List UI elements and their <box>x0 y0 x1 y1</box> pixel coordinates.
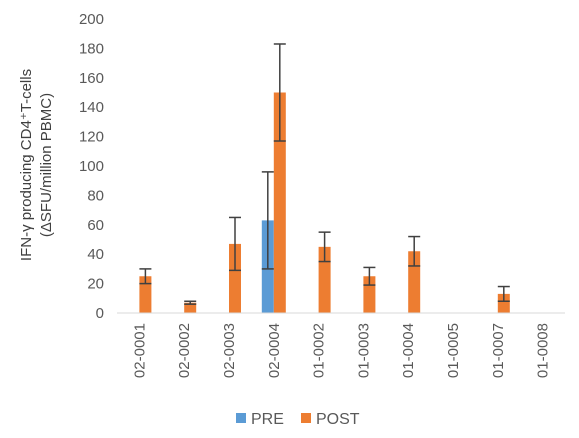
x-tick-label: 02-0004 <box>266 323 283 378</box>
legend-label: POST <box>316 411 360 428</box>
y-tick-label: 60 <box>87 217 104 234</box>
y-axis-title-line1: IFN-γ producing CD4⁺T-cells <box>18 69 35 261</box>
bar-post-02-0004 <box>273 92 286 313</box>
error-bar-post-02-0001 <box>139 268 152 285</box>
error-bar-post-01-0002 <box>318 231 331 263</box>
y-axis-ticks: 0 20 40 60 80 100 120 140 160 180 200 <box>79 11 104 322</box>
error-bar-post-02-0002 <box>184 300 197 305</box>
x-tick-label: 01-0005 <box>445 323 462 378</box>
x-tick-label: 01-0003 <box>355 323 372 378</box>
y-tick-label: 0 <box>96 305 104 322</box>
legend-item-pre: PRE <box>236 411 284 428</box>
y-tick-label: 120 <box>79 129 104 146</box>
bar-post-01-0002 <box>318 246 331 313</box>
legend-swatch <box>301 413 311 423</box>
x-tick-label: 02-0003 <box>221 323 238 378</box>
x-tick-label: 01-0002 <box>311 323 328 378</box>
legend-label: PRE <box>251 411 284 428</box>
bar-post-02-0003 <box>229 243 241 313</box>
error-bar-post-01-0007 <box>497 285 510 302</box>
legend-item-post: POST <box>301 411 360 428</box>
x-tick-label: 01-0007 <box>490 323 507 378</box>
y-tick-label: 80 <box>87 187 104 204</box>
error-bars <box>139 43 510 305</box>
y-tick-label: 20 <box>87 276 104 293</box>
x-axis-ticks: 02-0001 02-0002 02-0003 02-0004 01-0002 01-00… <box>131 323 551 378</box>
y-axis-title: IFN-γ producing CD4⁺T-cells (ΔSFU/millio… <box>18 69 55 261</box>
bar-post-02-0001 <box>139 276 152 313</box>
error-bar-post-02-0004 <box>273 43 286 142</box>
y-tick-label: 100 <box>79 158 104 175</box>
x-tick-label: 01-0004 <box>400 323 417 378</box>
y-tick-label: 160 <box>79 70 104 87</box>
x-tick-label: 02-0001 <box>131 323 148 378</box>
y-tick-label: 140 <box>79 99 104 116</box>
y-tick-label: 200 <box>79 11 104 28</box>
error-bar-post-02-0003 <box>229 216 241 272</box>
bar-post-01-0007 <box>497 293 510 313</box>
y-tick-label: 40 <box>87 246 104 263</box>
error-bar-post-01-0003 <box>363 266 376 286</box>
x-tick-label: 02-0002 <box>176 323 193 378</box>
error-bar-pre-02-0004 <box>261 171 274 270</box>
bar-post-02-0002 <box>184 302 197 313</box>
legend: PRE POST <box>236 411 360 428</box>
legend-swatch <box>236 413 246 423</box>
y-axis-title-line2: (ΔSFU/million PBMC) <box>38 93 55 237</box>
x-tick-label: 01-0008 <box>535 323 552 378</box>
error-bar-post-01-0004 <box>408 235 421 267</box>
bars <box>139 92 510 313</box>
y-tick-label: 180 <box>79 40 104 57</box>
